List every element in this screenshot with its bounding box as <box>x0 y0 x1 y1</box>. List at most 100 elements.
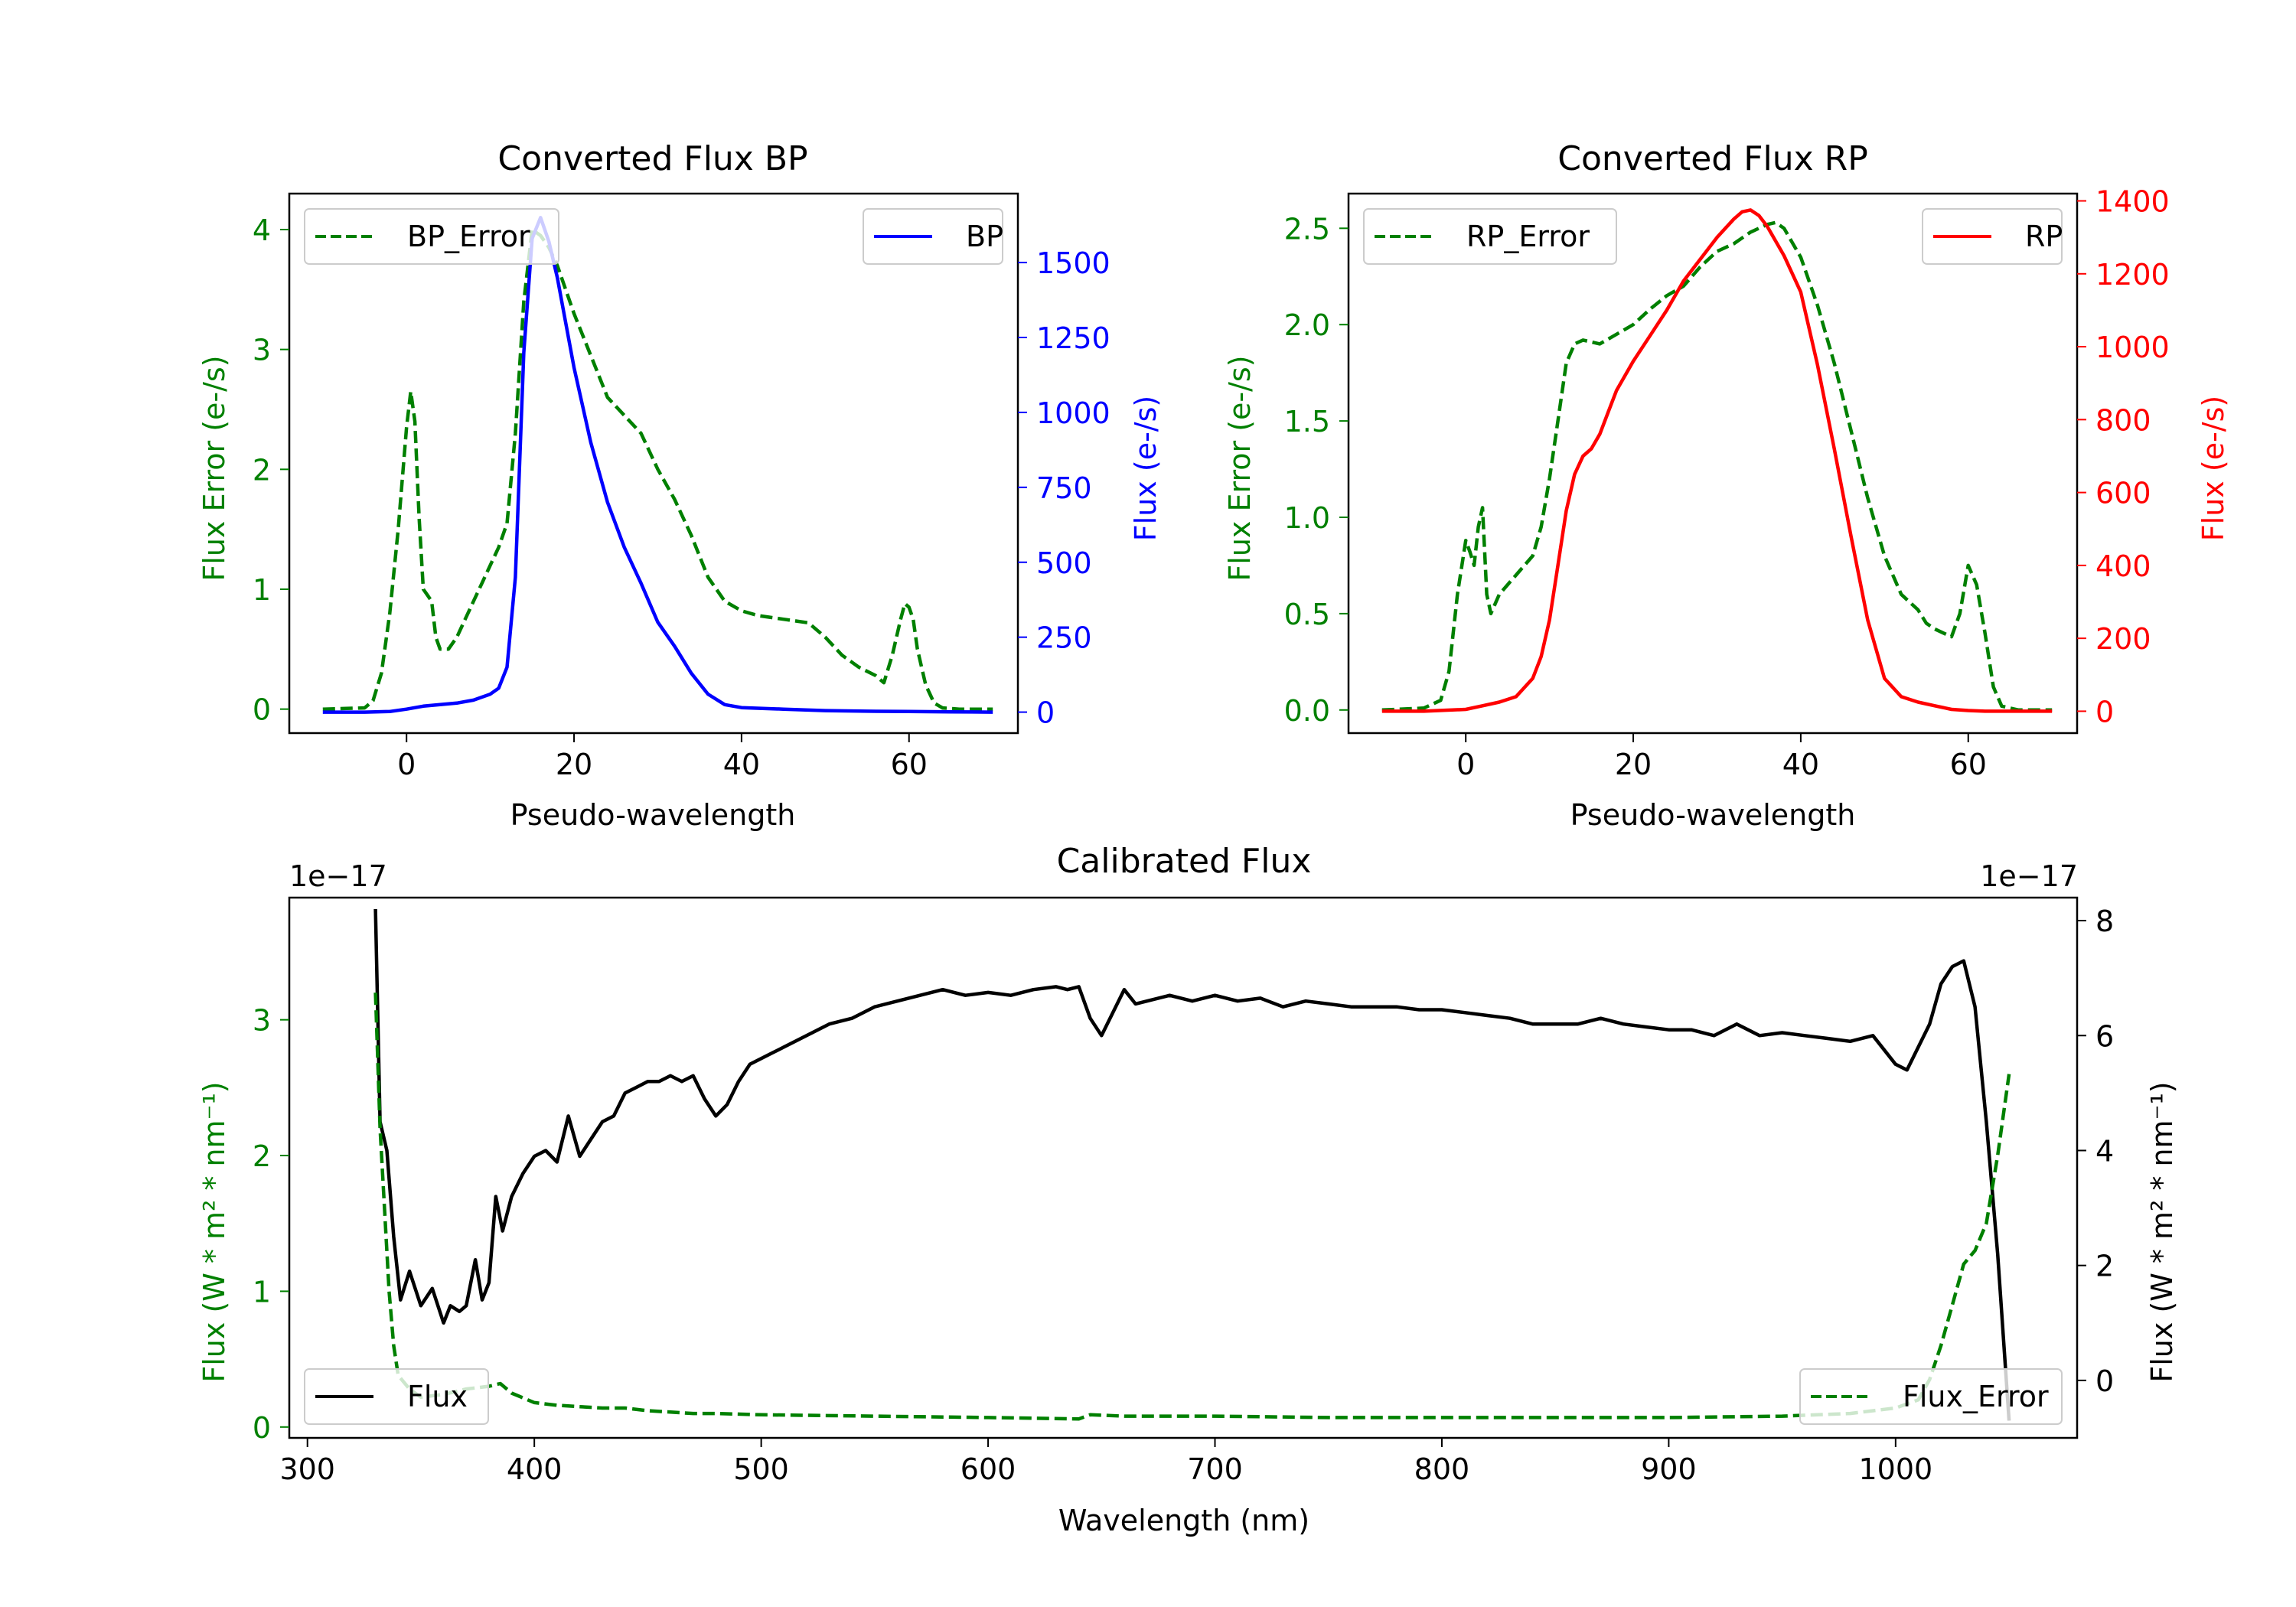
calibrated-xtick-label: 800 <box>1414 1452 1470 1486</box>
rp-right-tick-label: 1400 <box>2095 185 2170 219</box>
calibrated-left-tick-label: 3 <box>253 1004 271 1038</box>
bp-xtick-label: 0 <box>397 748 416 781</box>
calibrated-series-flux <box>373 908 2011 1421</box>
bp-left-tick-label: 1 <box>253 573 271 607</box>
rp-left-tick-label: 0.0 <box>1284 694 1330 728</box>
calibrated-xtick-label: 700 <box>1187 1452 1243 1486</box>
calibrated-xtick-label: 600 <box>960 1452 1016 1486</box>
bp-legend-left-frame <box>304 208 559 265</box>
calibrated-frame <box>288 896 2079 1439</box>
bp-right-tick-label: 1250 <box>1036 321 1110 355</box>
calibrated-axes: 300 400 500 600 700 800 900 1000 0 1 2 3 0 2 4 6 8 Flux Fl… <box>253 896 2114 1486</box>
rp-legend-left: RP_Error <box>1363 208 1617 265</box>
calibrated-legend-right-label: Flux_Error <box>1903 1380 2049 1413</box>
bp-series-bp-error <box>322 227 993 711</box>
calibrated-legend-right: Flux_Error <box>1799 1368 2063 1425</box>
rp-series-rp-error <box>1381 220 2053 712</box>
rp-xlabel: Pseudo-wavelength <box>1570 798 1856 832</box>
bp-right-tick-label: 250 <box>1036 621 1092 655</box>
bp-title: Converted Flux BP <box>497 139 807 178</box>
rp-xtick-label: 40 <box>1782 748 1819 781</box>
rp-title: Converted Flux RP <box>1557 139 1868 178</box>
bp-legend-left: BP_Error <box>304 208 559 265</box>
calibrated-xlabel: Wavelength (nm) <box>1058 1504 1309 1537</box>
calibrated-xtick-label: 300 <box>279 1452 335 1486</box>
bp-xtick-label: 20 <box>556 748 592 781</box>
calibrated-right-tick-label: 6 <box>2095 1019 2114 1053</box>
bp-xtick-label: 40 <box>723 748 760 781</box>
rp-left-tick-label: 1.5 <box>1284 405 1330 438</box>
bp-left-tick-label: 2 <box>253 453 271 487</box>
bp-left-tick-label: 3 <box>253 334 271 367</box>
bp-left-tick-label: 4 <box>253 214 271 247</box>
rp-right-tick-label: 200 <box>2095 622 2151 656</box>
rp-right-axis-label: Flux (e-/s) <box>2197 396 2230 541</box>
calibrated-left-tick-label: 1 <box>253 1275 271 1309</box>
rp-left-tick-label: 0.5 <box>1284 598 1330 631</box>
bp-right-tick-label: 1000 <box>1036 396 1110 430</box>
rp-left-tick-label: 2.5 <box>1284 212 1330 246</box>
rp-series-rp <box>1381 208 2053 713</box>
rp-legend-right-label: RP <box>2025 220 2063 253</box>
bp-legend-right: BP <box>863 208 1003 265</box>
rp-legend-left-label: RP_Error <box>1466 220 1590 253</box>
rp-right-tick-label: 0 <box>2095 695 2114 729</box>
bp-axes: 0 20 40 60012340250500750100012501500BP_Err… <box>253 192 1110 781</box>
calibrated-legend-left: Flux <box>304 1368 489 1425</box>
calibrated-right-tick-label: 8 <box>2095 905 2114 938</box>
rp-right-tick-label: 800 <box>2095 403 2151 437</box>
rp-right-tick-label: 1000 <box>2095 331 2170 364</box>
rp-right-tick-label: 1200 <box>2095 258 2170 292</box>
chart-marks: 0 20 40 60012340250500750100012501500BP_Err… <box>253 185 2170 1486</box>
calibrated-xtick-label: 400 <box>507 1452 563 1486</box>
calibrated-left-tick-label: 2 <box>253 1139 271 1173</box>
bp-frame <box>288 192 1019 735</box>
rp-left-tick-label: 2.0 <box>1284 308 1330 342</box>
calibrated-legend-left-frame <box>304 1368 489 1425</box>
rp-xtick-label: 60 <box>1950 748 1987 781</box>
calibrated-left-axis-label: Flux (W * m² * nm⁻¹) <box>197 1081 231 1382</box>
calibrated-right-tick-label: 0 <box>2095 1364 2114 1398</box>
bp-legend-left-label: BP_Error <box>407 220 530 253</box>
rp-axes: 0 20 40 60 0.0 0.5 1.0 1.5 2.0 2.5 0 200 400 600 800 10… <box>1284 185 2170 781</box>
bp-right-tick-label: 0 <box>1036 696 1055 730</box>
rp-frame <box>1347 192 2079 735</box>
bp-legend-right-label: BP <box>966 220 1003 253</box>
bp-right-tick-label: 750 <box>1036 471 1092 505</box>
rp-legend-right-frame <box>1922 208 2063 265</box>
calibrated-xtick-label: 900 <box>1641 1452 1697 1486</box>
bp-right-tick-label: 1500 <box>1036 246 1110 280</box>
calibrated-left-tick-label: 0 <box>253 1411 271 1445</box>
bp-right-tick-label: 500 <box>1036 546 1092 580</box>
calibrated-legend-left-label: Flux <box>407 1380 468 1413</box>
bp-series-bp <box>322 216 993 714</box>
rp-legend-right: RP <box>1922 208 2063 265</box>
calibrated-right-tick-label: 2 <box>2095 1250 2114 1283</box>
calibrated-left-exponent: 1e−17 <box>289 859 387 893</box>
calibrated-title: Calibrated Flux <box>1057 842 1312 881</box>
rp-left-axis-label: Flux Error (e-/s) <box>1223 355 1257 581</box>
rp-xtick-label: 0 <box>1456 748 1475 781</box>
bp-left-axis-label: Flux Error (e-/s) <box>197 355 231 581</box>
calibrated-right-tick-label: 4 <box>2095 1134 2114 1168</box>
rp-xtick-label: 20 <box>1615 748 1652 781</box>
bp-panel: Converted Flux BP Pseudo-wavelength Flux… <box>197 139 1163 832</box>
calibrated-xtick-label: 500 <box>733 1452 789 1486</box>
bp-right-axis-label: Flux (e-/s) <box>1129 396 1163 541</box>
rp-panel: Converted Flux RP Pseudo-wavelength Flux… <box>1223 139 2230 832</box>
calibrated-right-axis-label: Flux (W * m² * nm⁻¹) <box>2145 1081 2179 1382</box>
calibrated-legend-right-frame <box>1799 1368 2063 1425</box>
rp-left-tick-label: 1.0 <box>1284 501 1330 535</box>
calibrated-xtick-label: 1000 <box>1858 1452 1932 1486</box>
rp-legend-left-frame <box>1363 208 1617 265</box>
calibrated-panel: Calibrated Flux Wavelength (nm) Flux (W … <box>197 842 2179 1537</box>
rp-right-tick-label: 400 <box>2095 549 2151 583</box>
bp-xtick-label: 60 <box>891 748 928 781</box>
bp-left-tick-label: 0 <box>253 693 271 727</box>
bp-legend-right-frame <box>863 208 1003 265</box>
calibrated-right-exponent: 1e−17 <box>1980 859 2078 893</box>
bp-xlabel: Pseudo-wavelength <box>510 798 796 832</box>
rp-right-tick-label: 600 <box>2095 477 2151 510</box>
